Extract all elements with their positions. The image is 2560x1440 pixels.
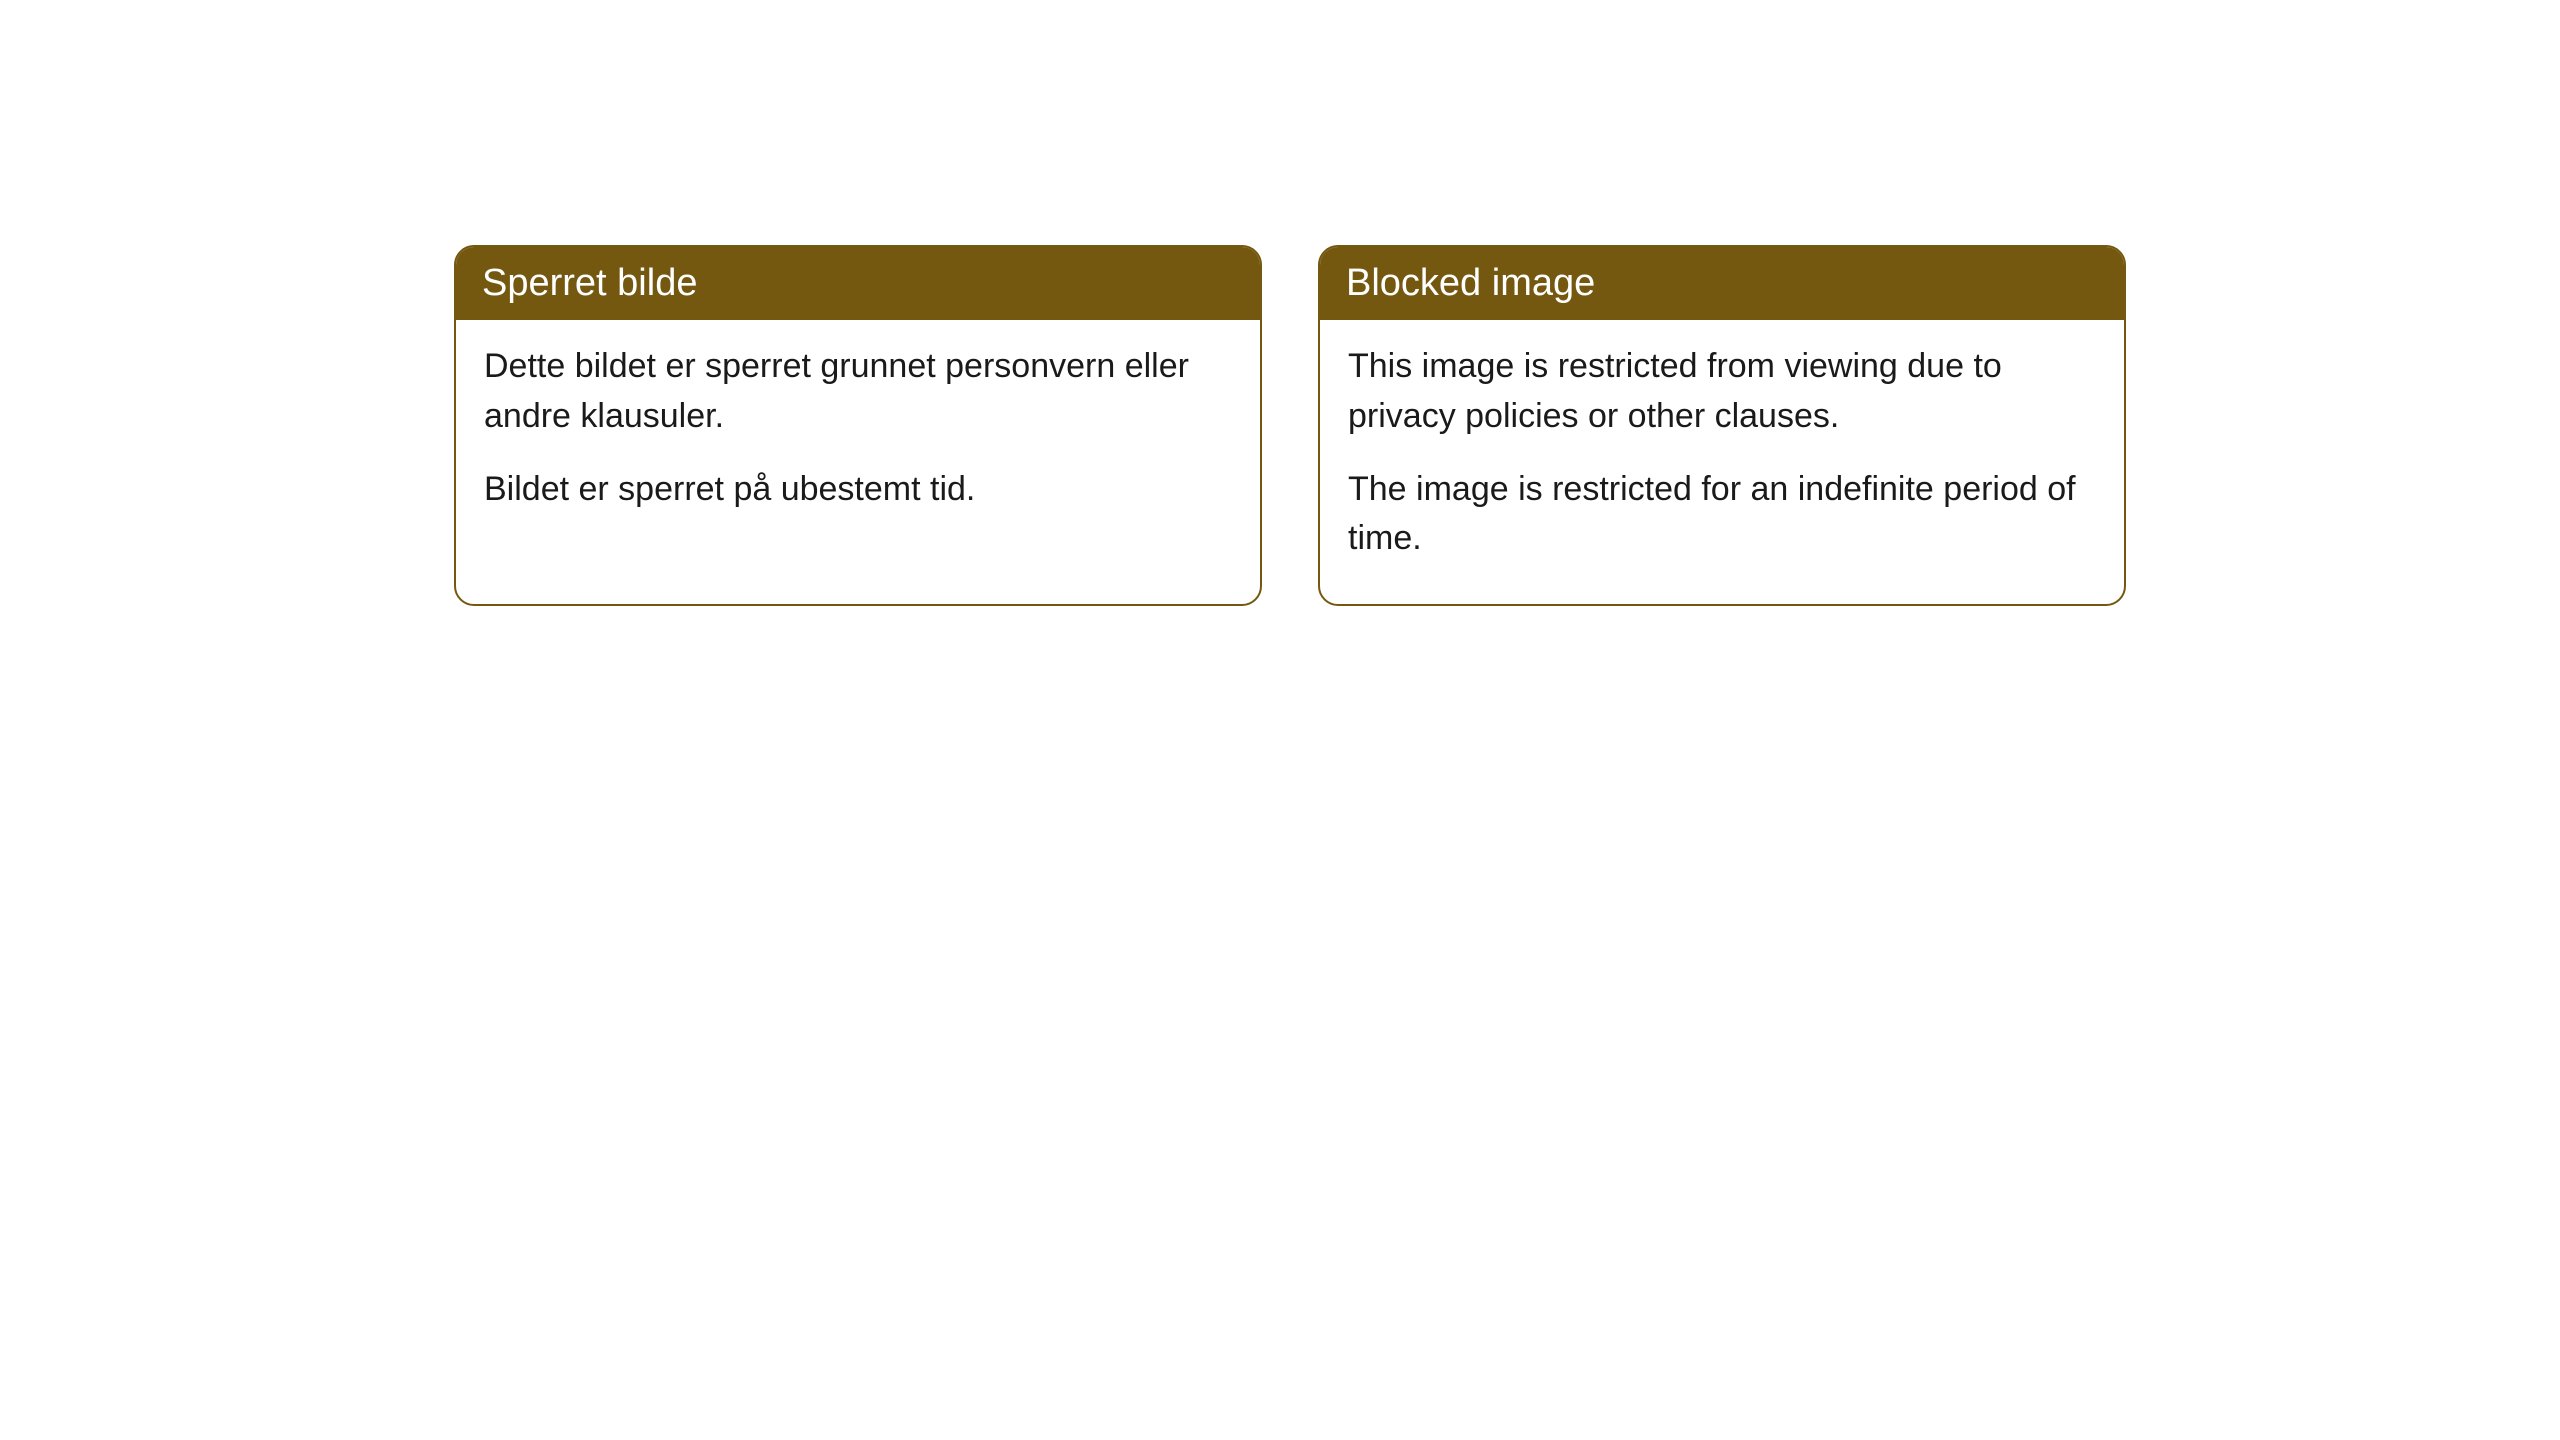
card-header: Sperret bilde: [456, 247, 1260, 320]
card-body: This image is restricted from viewing du…: [1320, 320, 2124, 603]
card-header: Blocked image: [1320, 247, 2124, 320]
card-paragraph: The image is restricted for an indefinit…: [1348, 465, 2096, 564]
card-paragraph: Dette bildet er sperret grunnet personve…: [484, 342, 1232, 441]
card-body: Dette bildet er sperret grunnet personve…: [456, 320, 1260, 554]
card-paragraph: Bildet er sperret på ubestemt tid.: [484, 465, 1232, 514]
card-title: Blocked image: [1346, 262, 1595, 304]
notice-cards-container: Sperret bilde Dette bildet er sperret gr…: [454, 245, 2126, 606]
notice-card-english: Blocked image This image is restricted f…: [1318, 245, 2126, 606]
card-title: Sperret bilde: [482, 262, 697, 304]
notice-card-norwegian: Sperret bilde Dette bildet er sperret gr…: [454, 245, 1262, 606]
card-paragraph: This image is restricted from viewing du…: [1348, 342, 2096, 441]
